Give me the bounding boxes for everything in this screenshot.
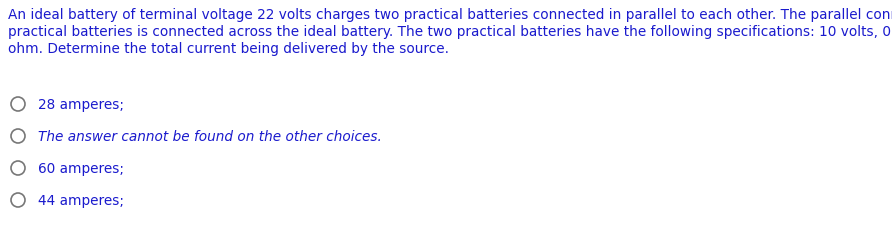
- Text: practical batteries is connected across the ideal battery. The two practical bat: practical batteries is connected across …: [8, 25, 892, 39]
- Text: ohm. Determine the total current being delivered by the source.: ohm. Determine the total current being d…: [8, 42, 449, 56]
- Text: The answer cannot be found on the other choices.: The answer cannot be found on the other …: [38, 130, 382, 143]
- Text: 44 amperes;: 44 amperes;: [38, 193, 124, 207]
- Text: An ideal battery of terminal voltage 22 volts charges two practical batteries co: An ideal battery of terminal voltage 22 …: [8, 8, 892, 22]
- Text: 60 amperes;: 60 amperes;: [38, 161, 124, 175]
- Text: 28 amperes;: 28 amperes;: [38, 98, 124, 112]
